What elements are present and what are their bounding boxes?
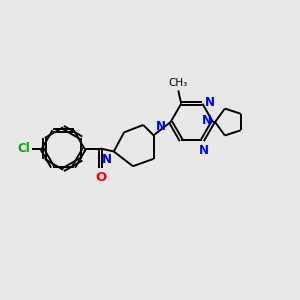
Text: O: O <box>95 171 106 184</box>
Text: N: N <box>199 144 209 157</box>
Text: N: N <box>102 153 112 166</box>
Text: N: N <box>202 114 212 127</box>
Text: Cl: Cl <box>17 142 30 155</box>
Text: N: N <box>156 120 166 133</box>
Text: N: N <box>206 96 215 109</box>
Text: CH₃: CH₃ <box>169 78 188 88</box>
